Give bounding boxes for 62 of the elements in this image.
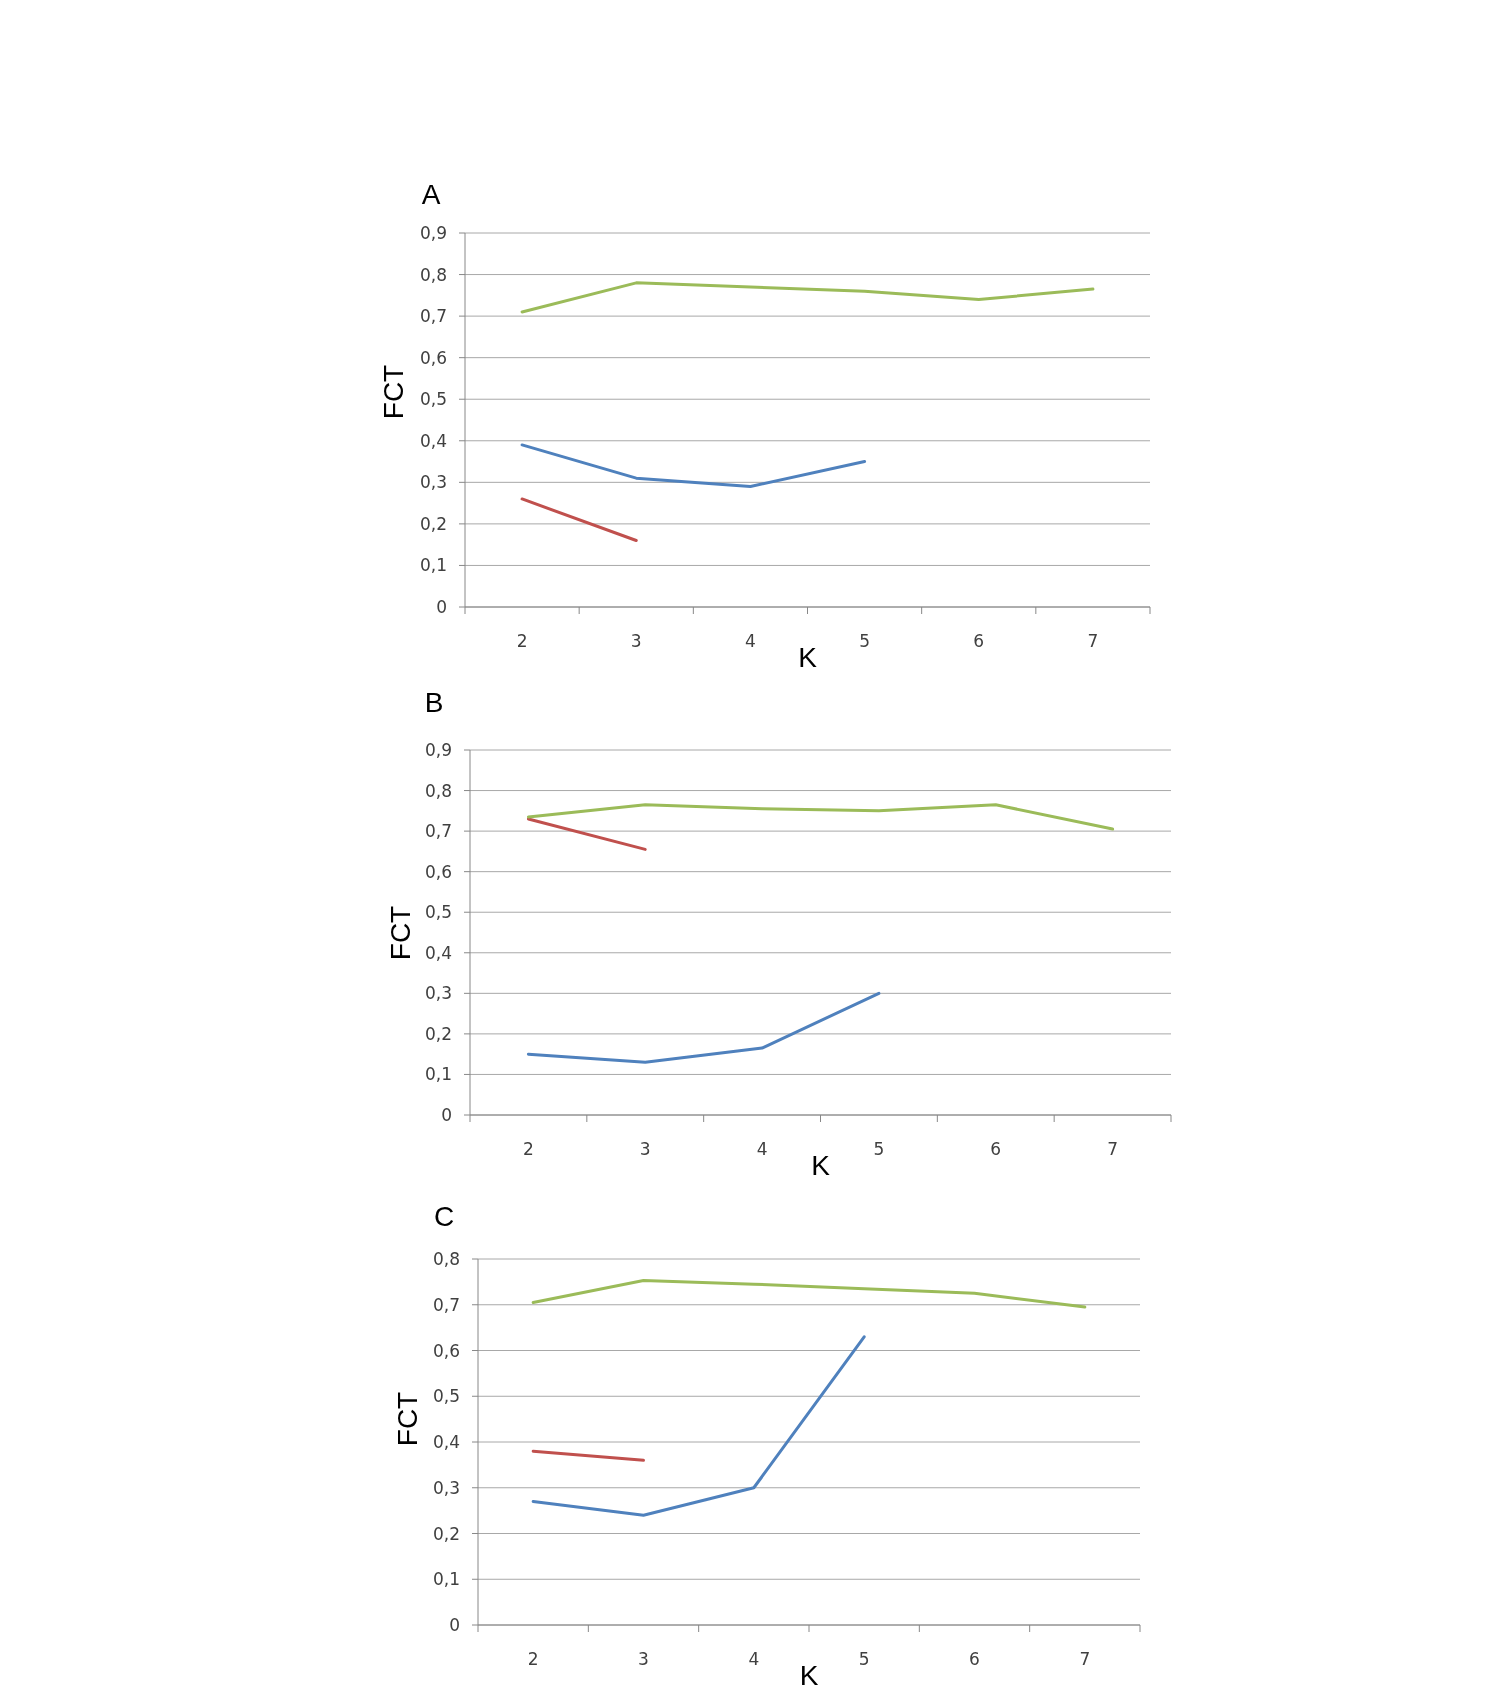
line-series — [531, 1335, 866, 1517]
y-tick-label: 0 — [449, 1615, 460, 1636]
x-tick-label: 5 — [858, 1649, 870, 1670]
y-tick-label: 0,7 — [419, 306, 447, 327]
y-tick-label: 0,2 — [432, 1523, 460, 1544]
x-axis-title: K — [811, 1150, 831, 1181]
y-tick-label: 0 — [441, 1105, 452, 1126]
y-axis-title: FCT — [392, 1391, 423, 1447]
y-tick-label: 0,1 — [419, 555, 447, 576]
x-tick-label: 2 — [527, 1649, 539, 1670]
x-tick-label: 6 — [969, 1649, 980, 1670]
x-tick-label: 4 — [756, 1139, 768, 1160]
y-tick-label: 0,6 — [432, 1340, 460, 1361]
y-tick-label: 0,3 — [419, 472, 447, 493]
x-tick-label: 5 — [873, 1139, 885, 1160]
y-tick-label: 0,5 — [424, 902, 452, 923]
line-series — [526, 991, 881, 1064]
x-tick-label: 4 — [745, 631, 756, 652]
y-tick-label: 0,6 — [419, 347, 447, 368]
x-tick-label: 7 — [1107, 1139, 1118, 1160]
x-tick-label: 3 — [638, 1649, 649, 1670]
y-tick-label: 0,9 — [419, 223, 447, 244]
x-tick-label: 2 — [523, 1139, 534, 1160]
y-tick-label: 0,2 — [424, 1023, 452, 1044]
x-tick-label: 3 — [630, 631, 642, 652]
y-tick-label: 0,4 — [432, 1432, 460, 1453]
chart-title: A — [421, 179, 441, 210]
y-tick-label: 0,8 — [432, 1249, 460, 1270]
x-tick-label: 6 — [990, 1139, 1002, 1160]
x-tick-label: 7 — [1079, 1649, 1091, 1670]
x-tick-label: 2 — [516, 631, 528, 652]
x-tick-label: 5 — [859, 631, 870, 652]
y-tick-label: 0,3 — [432, 1477, 460, 1498]
y-tick-label: 0,2 — [419, 513, 447, 534]
y-tick-label: 0,8 — [419, 264, 447, 285]
x-axis-title: K — [799, 1660, 819, 1687]
chart-title: B — [424, 687, 444, 718]
y-tick-label: 0,7 — [424, 821, 452, 842]
x-tick-label: 6 — [973, 631, 985, 652]
y-tick-label: 0,5 — [419, 389, 447, 410]
chart-title: C — [433, 1201, 455, 1232]
x-axis-title: K — [798, 642, 818, 673]
x-tick-label: 4 — [748, 1649, 760, 1670]
y-tick-label: 0,9 — [424, 740, 452, 761]
y-tick-label: 0,7 — [432, 1294, 460, 1315]
y-tick-label: 0,1 — [432, 1569, 460, 1590]
line-series — [526, 803, 1115, 831]
y-tick-label: 0,6 — [424, 861, 452, 882]
y-tick-label: 0,3 — [424, 983, 452, 1004]
y-tick-label: 0 — [436, 597, 447, 618]
y-tick-label: 0,8 — [424, 780, 452, 801]
line-series — [520, 443, 867, 488]
x-tick-label: 3 — [639, 1139, 651, 1160]
x-tick-label: 7 — [1087, 631, 1099, 652]
y-tick-label: 0,4 — [419, 430, 447, 451]
y-axis-title: FCT — [385, 905, 416, 961]
y-axis-title: FCT — [378, 364, 409, 420]
line-series — [531, 1279, 1087, 1309]
y-tick-label: 0,4 — [424, 942, 452, 963]
y-tick-label: 0,1 — [424, 1064, 452, 1085]
line-series — [520, 281, 1095, 314]
y-tick-label: 0,5 — [432, 1386, 460, 1407]
